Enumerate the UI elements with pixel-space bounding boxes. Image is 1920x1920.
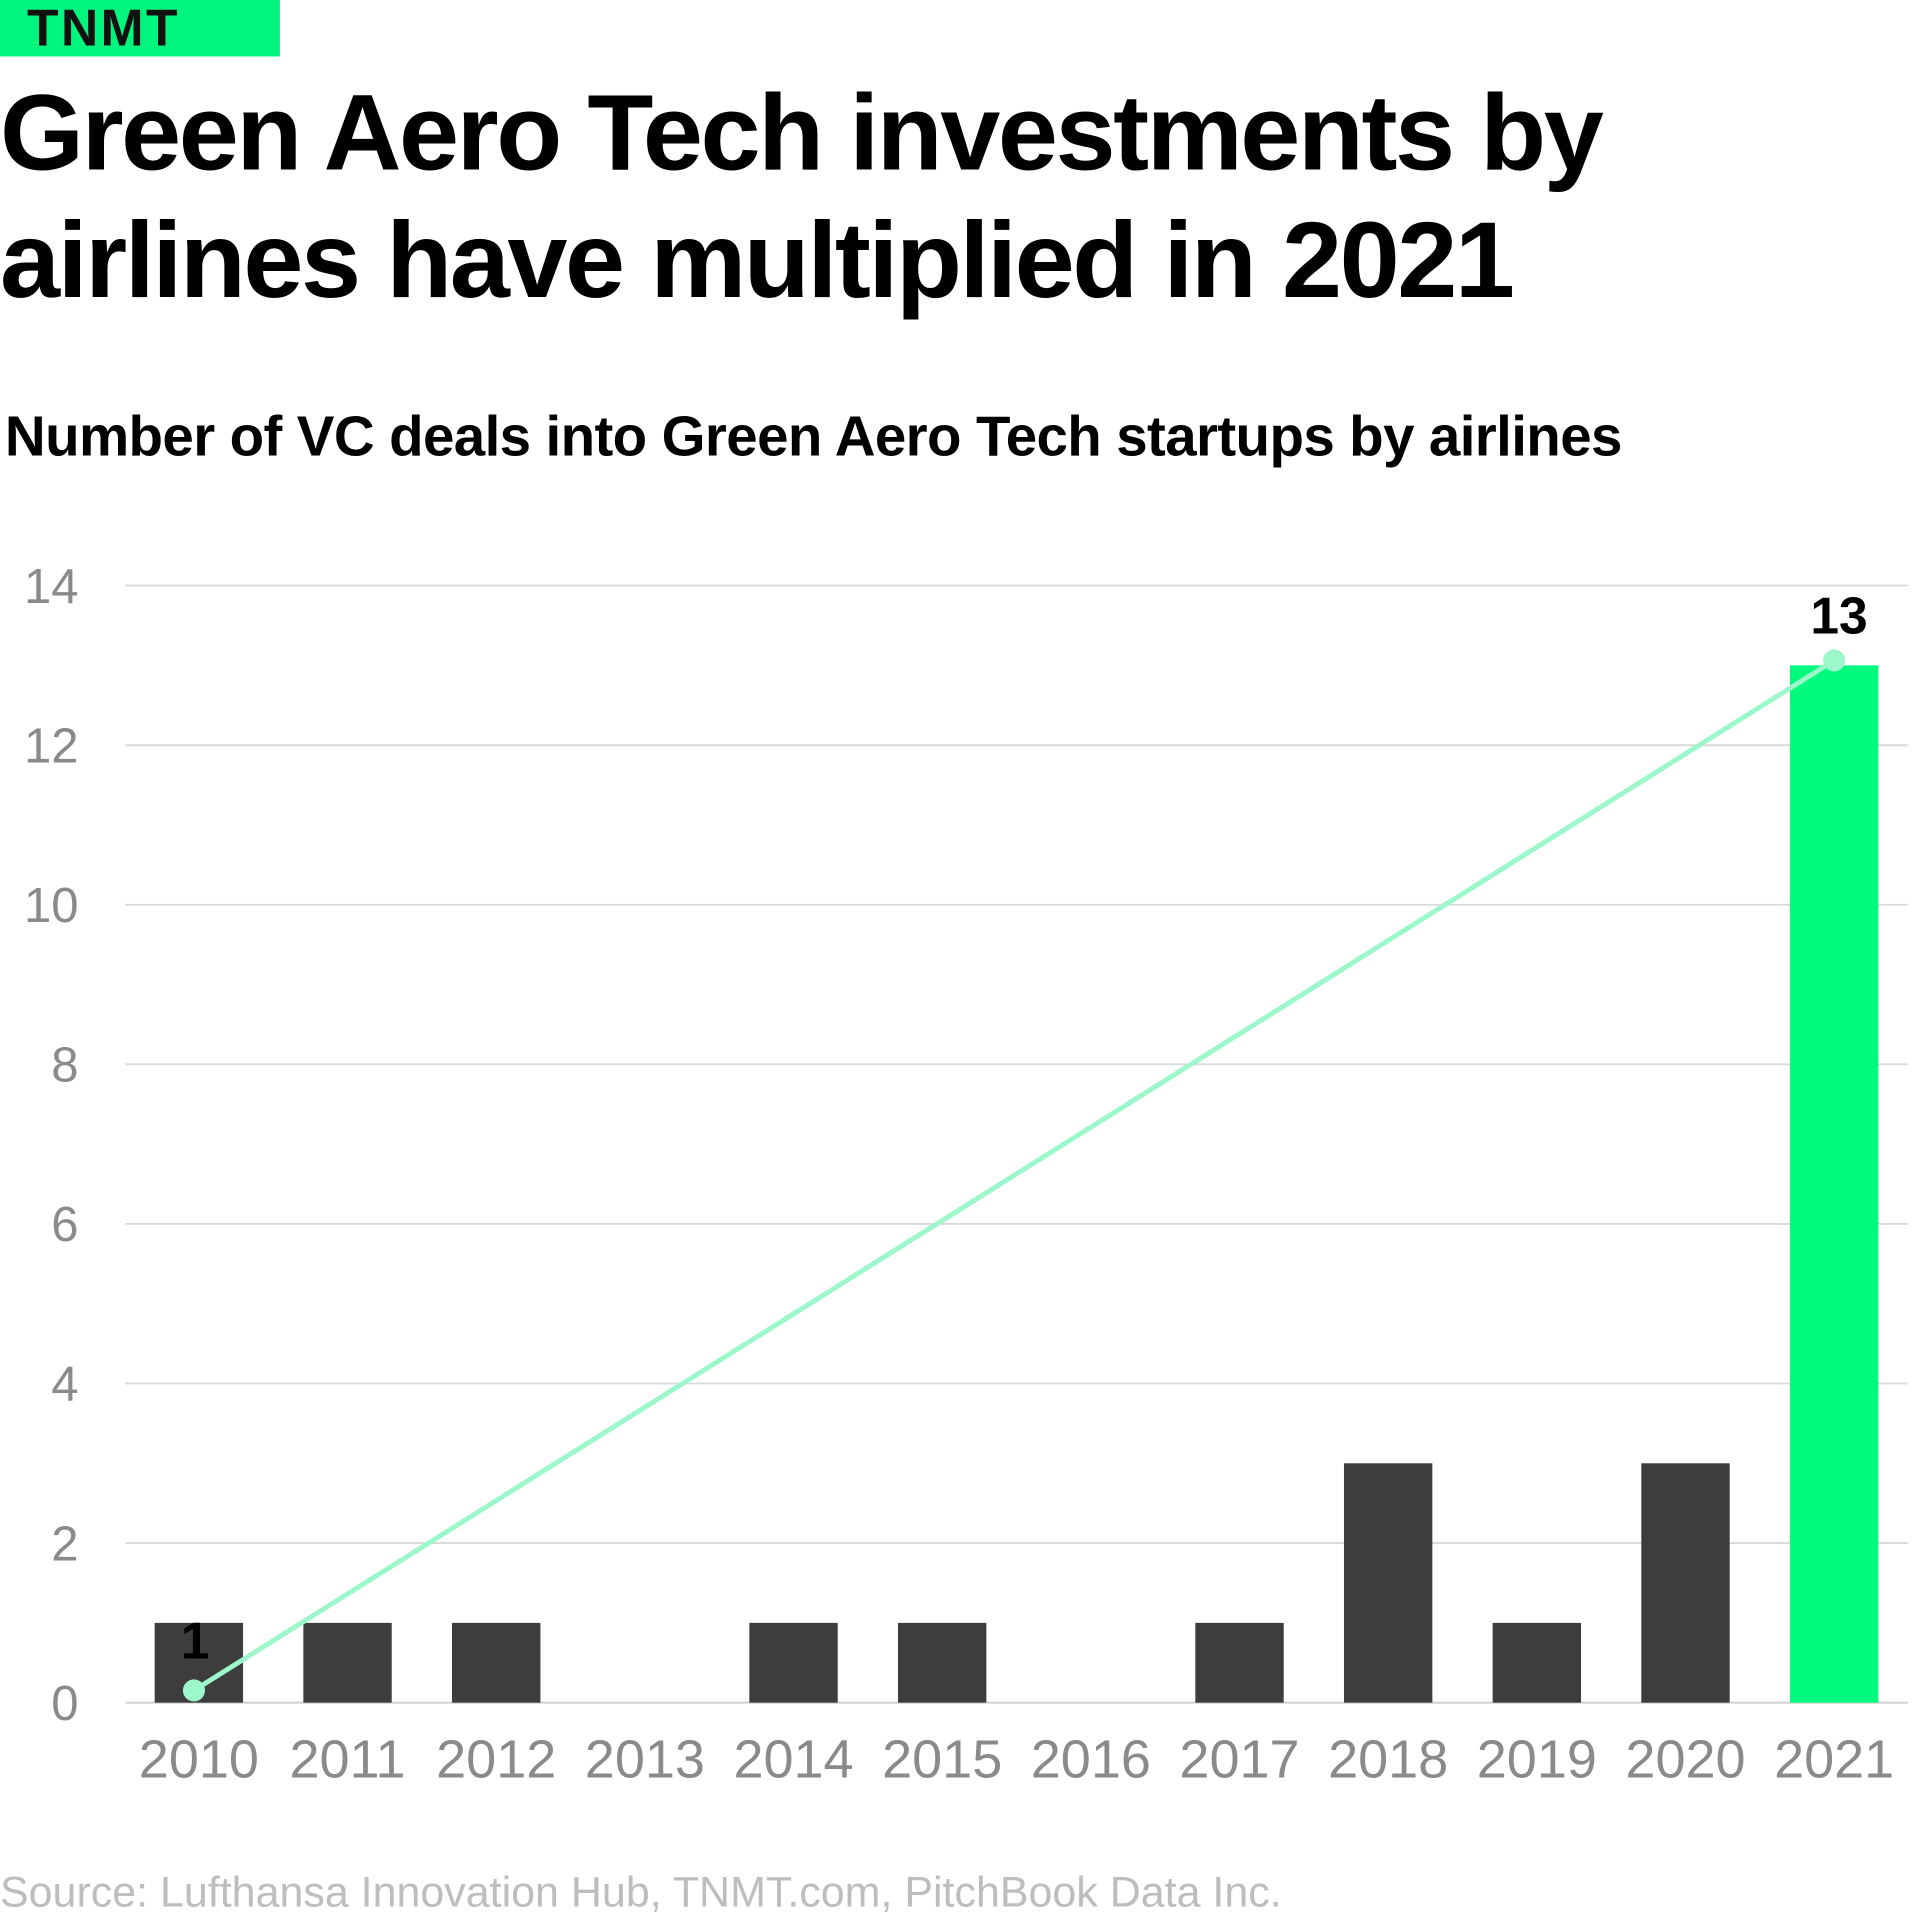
trend-line bbox=[192, 658, 1836, 1693]
y-tick-label: 14 bbox=[24, 560, 79, 614]
x-tick-label: 2018 bbox=[1328, 1730, 1448, 1790]
bar-2017 bbox=[1195, 1622, 1284, 1703]
source-note: Source: Lufthansa Innovation Hub, TNMT.c… bbox=[0, 1868, 1282, 1917]
bar-2019 bbox=[1492, 1622, 1582, 1703]
logo-text: TNMT bbox=[27, 0, 181, 57]
data-label: 1 bbox=[181, 1611, 210, 1669]
bar-2015 bbox=[897, 1622, 987, 1703]
x-tick-label: 2012 bbox=[436, 1730, 556, 1790]
x-tick-label: 2013 bbox=[585, 1730, 705, 1790]
bar-2012 bbox=[452, 1622, 541, 1703]
x-tick-label: 2010 bbox=[139, 1730, 259, 1790]
y-tick-label: 6 bbox=[51, 1198, 78, 1252]
y-tick-label: 0 bbox=[51, 1677, 78, 1731]
x-tick-label: 2020 bbox=[1625, 1730, 1745, 1790]
bar-2018 bbox=[1343, 1463, 1433, 1703]
y-tick-label: 2 bbox=[51, 1517, 78, 1571]
y-tick-label: 4 bbox=[51, 1358, 78, 1412]
x-tick-label: 2014 bbox=[733, 1730, 853, 1790]
x-tick-label: 2015 bbox=[882, 1730, 1002, 1790]
x-tick-label: 2019 bbox=[1477, 1730, 1597, 1790]
chart-subtitle: Number of VC deals into Green Aero Tech … bbox=[4, 403, 1622, 468]
bar-2014 bbox=[749, 1622, 838, 1703]
x-tick-label: 2011 bbox=[289, 1730, 405, 1790]
y-tick-label: 8 bbox=[51, 1039, 78, 1093]
bar-2011 bbox=[303, 1622, 392, 1703]
x-tick-label: 2017 bbox=[1179, 1730, 1299, 1790]
bar-2020 bbox=[1641, 1463, 1730, 1703]
chart-title: Green Aero Tech investments by airlines … bbox=[0, 71, 1604, 321]
data-label: 13 bbox=[1810, 586, 1867, 644]
trend-point-end bbox=[1823, 649, 1846, 672]
tnmt-logo: TNMT bbox=[0, 0, 280, 57]
y-tick-label: 10 bbox=[24, 879, 79, 933]
bar-2021 bbox=[1789, 665, 1879, 1703]
trend-point-start bbox=[182, 1679, 206, 1702]
x-tick-label: 2016 bbox=[1031, 1730, 1151, 1790]
x-tick-label: 2021 bbox=[1774, 1730, 1894, 1790]
y-tick-label: 12 bbox=[24, 719, 79, 773]
